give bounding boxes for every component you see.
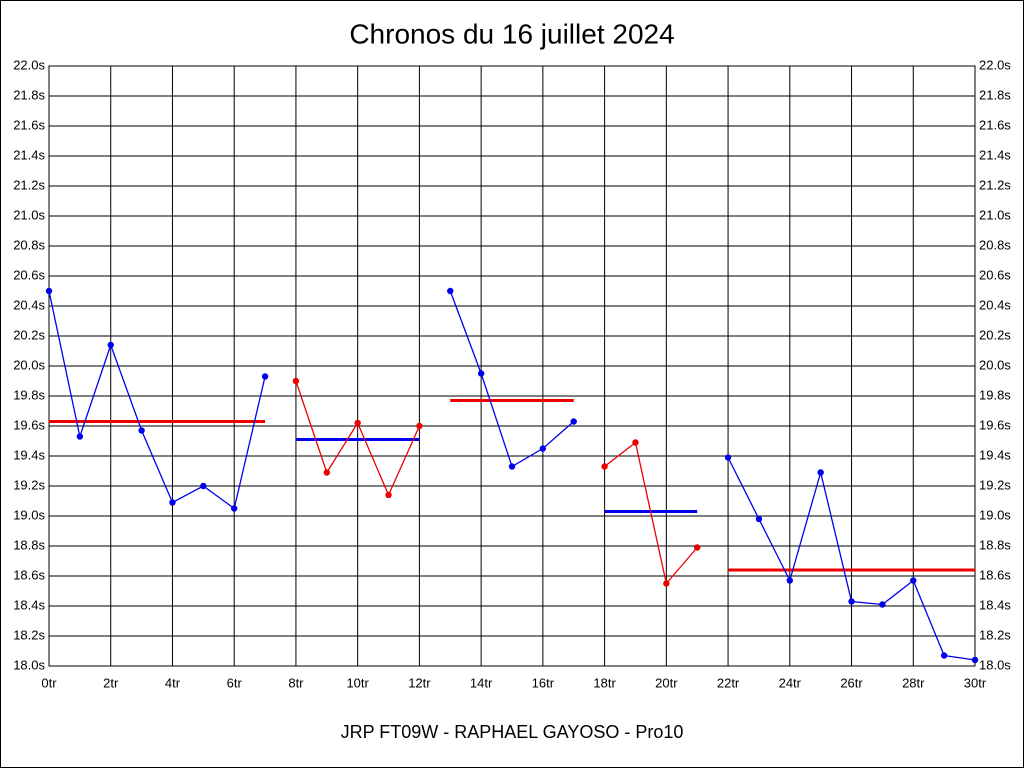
y-tick-label: 19.0s xyxy=(13,507,45,522)
x-tick-label: 2tr xyxy=(103,675,119,690)
y2-tick-label: 18.6s xyxy=(979,567,1011,582)
point xyxy=(724,454,732,461)
y2-tick-label: 18.4s xyxy=(979,597,1011,612)
x-tick-label: 28tr xyxy=(902,675,925,690)
point xyxy=(786,577,793,584)
point xyxy=(447,287,454,295)
x-tick-label: 18tr xyxy=(593,675,616,690)
y-tick-label: 20.4s xyxy=(13,297,45,312)
x-tick-label: 22tr xyxy=(717,675,740,690)
y-tick-label: 18.4s xyxy=(13,597,45,612)
point xyxy=(601,463,608,470)
y2-tick-label: 18.2s xyxy=(979,627,1011,642)
x-tick-label: 24tr xyxy=(779,675,802,690)
y2-tick-label: 19.8s xyxy=(979,387,1011,402)
point xyxy=(632,439,639,446)
y2-tick-label: 22.0s xyxy=(979,57,1011,72)
point xyxy=(107,341,114,349)
chart-title: Chronos du 16 juillet 2024 xyxy=(349,18,674,49)
point xyxy=(817,469,824,476)
point xyxy=(354,419,361,427)
x-tick-label: 6tr xyxy=(227,675,243,690)
x-tick-label: 14tr xyxy=(470,675,493,690)
x-tick-label: 26tr xyxy=(840,675,863,690)
y2-tick-label: 21.4s xyxy=(979,147,1011,162)
y-tick-label: 20.6s xyxy=(13,267,45,282)
y-tick-label: 18.2s xyxy=(13,627,45,642)
y2-tick-label: 18.0s xyxy=(979,657,1011,672)
point xyxy=(508,463,516,470)
y-tick-label: 21.8s xyxy=(13,87,45,102)
point xyxy=(879,601,886,608)
y-tick-label: 19.2s xyxy=(13,477,45,492)
series-line xyxy=(48,290,266,510)
y2-tick-label: 21.0s xyxy=(979,207,1011,222)
point xyxy=(694,544,701,551)
point xyxy=(416,422,423,430)
y-tick-label: 19.4s xyxy=(13,447,45,462)
point xyxy=(910,577,917,584)
point xyxy=(200,482,207,490)
y-tick-label: 18.6s xyxy=(13,567,45,582)
y2-tick-label: 19.0s xyxy=(979,507,1011,522)
point xyxy=(138,427,145,434)
point xyxy=(385,491,392,499)
y-tick-label: 21.2s xyxy=(13,177,45,192)
point xyxy=(477,370,485,377)
y2-tick-label: 21.6s xyxy=(979,117,1011,132)
x-tick-label: 30tr xyxy=(964,675,987,690)
y2-tick-label: 20.8s xyxy=(979,237,1011,252)
y-tick-label: 21.6s xyxy=(13,117,45,132)
point xyxy=(292,377,300,385)
y-tick-label: 19.6s xyxy=(13,417,45,432)
y-tick-label: 20.0s xyxy=(13,357,45,372)
point xyxy=(940,652,948,659)
x-tick-label: 0tr xyxy=(41,675,57,690)
y-tick-label: 20.2s xyxy=(13,327,45,342)
point xyxy=(663,580,670,587)
y2-tick-label: 20.6s xyxy=(979,267,1011,282)
point xyxy=(539,445,547,452)
y2-tick-label: 19.2s xyxy=(979,477,1011,492)
y-tick-label: 20.8s xyxy=(13,237,45,252)
point xyxy=(169,499,176,506)
point xyxy=(45,287,53,295)
y-tick-label: 21.0s xyxy=(13,207,45,222)
y2-tick-label: 18.8s xyxy=(979,537,1011,552)
x-tick-label: 8tr xyxy=(288,675,304,690)
x-tick-label: 4tr xyxy=(165,675,181,690)
point xyxy=(231,505,238,512)
y-tick-label: 18.8s xyxy=(13,537,45,552)
point xyxy=(755,515,763,523)
y2-tick-label: 20.4s xyxy=(979,297,1011,312)
point xyxy=(570,418,577,425)
x-tick-label: 12tr xyxy=(408,675,431,690)
x-tick-label: 10tr xyxy=(346,675,369,690)
y-tick-label: 22.0s xyxy=(13,57,45,72)
y2-tick-label: 20.0s xyxy=(979,357,1011,372)
y-tick-label: 21.4s xyxy=(13,147,45,162)
y2-tick-label: 20.2s xyxy=(979,327,1011,342)
point xyxy=(971,656,979,664)
y2-tick-label: 21.2s xyxy=(979,177,1011,192)
y2-tick-label: 19.4s xyxy=(979,447,1011,462)
x-tick-label: 20tr xyxy=(655,675,678,690)
y2-tick-label: 21.8s xyxy=(979,87,1011,102)
x-tick-label: 16tr xyxy=(532,675,555,690)
point xyxy=(323,469,330,476)
y-tick-label: 18.0s xyxy=(13,657,45,672)
point xyxy=(848,598,855,605)
point xyxy=(76,433,84,440)
point xyxy=(261,373,269,380)
y-tick-label: 19.8s xyxy=(13,387,45,402)
series-line xyxy=(604,441,698,585)
x-axis-label: JRP FT09W - RAPHAEL GAYOSO - Pro10 xyxy=(341,722,684,742)
y2-tick-label: 19.6s xyxy=(979,417,1011,432)
